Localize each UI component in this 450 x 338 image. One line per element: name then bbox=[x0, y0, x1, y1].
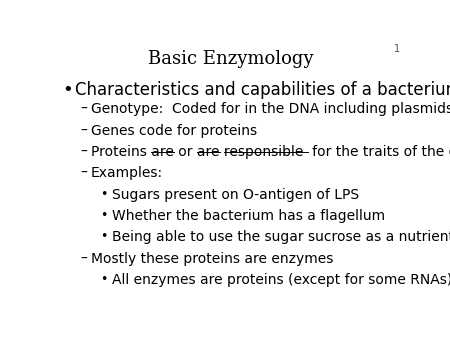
Text: Basic Enzymology: Basic Enzymology bbox=[148, 50, 313, 68]
Text: Genotype:  Coded for in the DNA including plasmids: Genotype: Coded for in the DNA including… bbox=[91, 102, 450, 116]
Text: •: • bbox=[100, 230, 107, 243]
Text: Characteristics and capabilities of a bacterium: Characteristics and capabilities of a ba… bbox=[76, 81, 450, 99]
Text: •: • bbox=[100, 209, 107, 222]
Text: Proteins are or are responsible  for the traits of the cell: Proteins are or are responsible for the … bbox=[91, 145, 450, 159]
Text: •: • bbox=[100, 188, 107, 201]
Text: –: – bbox=[80, 102, 87, 116]
Text: Sugars present on O-antigen of LPS: Sugars present on O-antigen of LPS bbox=[112, 188, 359, 201]
Text: Examples:: Examples: bbox=[91, 166, 163, 180]
Text: –: – bbox=[80, 145, 87, 159]
Text: •: • bbox=[63, 81, 73, 99]
Text: •: • bbox=[100, 273, 107, 286]
Text: –: – bbox=[80, 166, 87, 180]
Text: –: – bbox=[80, 251, 87, 266]
Text: 1: 1 bbox=[394, 45, 400, 54]
Text: Whether the bacterium has a flagellum: Whether the bacterium has a flagellum bbox=[112, 209, 385, 223]
Text: –: – bbox=[80, 124, 87, 138]
Text: All enzymes are proteins (except for some RNAs): All enzymes are proteins (except for som… bbox=[112, 273, 450, 287]
Text: Being able to use the sugar sucrose as a nutrient: Being able to use the sugar sucrose as a… bbox=[112, 230, 450, 244]
Text: Mostly these proteins are enzymes: Mostly these proteins are enzymes bbox=[91, 251, 333, 266]
Text: Genes code for proteins: Genes code for proteins bbox=[91, 124, 257, 138]
